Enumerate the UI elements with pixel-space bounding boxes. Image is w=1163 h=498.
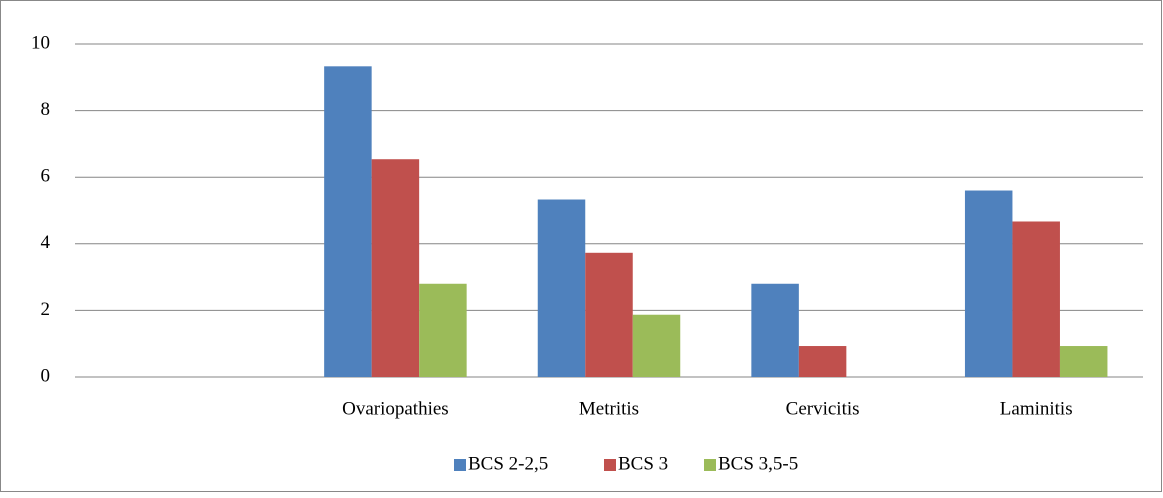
y-tick-label: 0 [41,365,51,386]
bar [371,159,420,377]
bar [1059,346,1108,377]
bar [324,66,372,377]
bar [1012,221,1060,377]
x-tick-label: Ovariopathies [342,398,449,419]
bar [632,314,681,377]
x-tick-label: Cervicitis [786,398,860,419]
bar [537,199,586,377]
x-tick-label: Metritis [579,398,639,419]
legend-label: BCS 3 [618,453,668,474]
bar [585,252,633,377]
y-tick-label: 4 [41,232,51,253]
y-tick-label: 2 [41,299,51,320]
legend-label: BCS 3,5-5 [718,453,798,474]
y-tick-label: 10 [31,32,50,53]
x-tick-label: Laminitis [1000,398,1073,419]
legend-label: BCS 2-2,5 [468,453,548,474]
legend-swatch [604,459,616,471]
y-tick-label: 6 [41,166,51,187]
y-tick-label: 8 [41,99,51,120]
bar [964,190,1013,377]
bar [798,346,847,377]
bar [419,283,467,377]
legend-swatch [454,459,466,471]
legend-swatch [704,459,716,471]
bar [751,283,799,377]
